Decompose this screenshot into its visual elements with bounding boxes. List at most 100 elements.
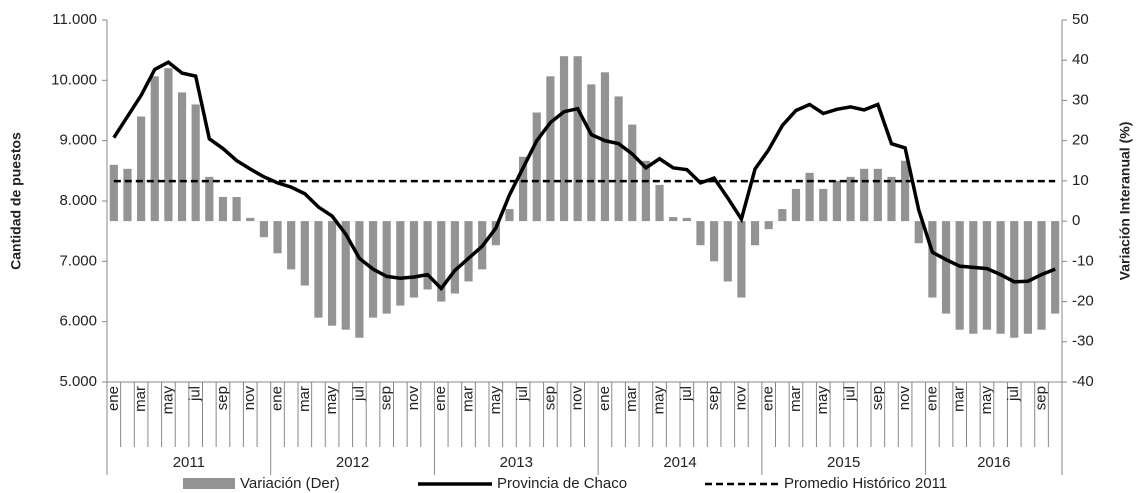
x-tick-label: nov (241, 386, 258, 411)
x-tick-label: sep (378, 386, 395, 410)
bar (300, 221, 309, 286)
y2-tick-label: 50 (1072, 11, 1089, 28)
y2-tick-label: -20 (1072, 293, 1094, 310)
bar (259, 221, 268, 238)
bar (641, 160, 650, 222)
bar (914, 221, 923, 244)
bar (928, 221, 937, 298)
x-tick-label: sep (705, 386, 722, 410)
bar (819, 188, 828, 222)
y-tick-label: 7.000 (59, 252, 97, 269)
bar (532, 112, 541, 222)
bar (450, 221, 459, 294)
bar (109, 164, 118, 222)
bar (723, 221, 732, 282)
bar (519, 156, 528, 222)
bar (846, 176, 855, 222)
x-tick-label: may (651, 386, 668, 415)
x-tick-label: mar (296, 386, 313, 412)
year-label: 2011 (173, 454, 205, 471)
x-tick-label: jul (187, 386, 204, 402)
legend-label: Provincia de Chaco (497, 475, 627, 492)
bar (341, 221, 350, 330)
bar (232, 196, 241, 222)
x-tick-label: jul (678, 386, 695, 402)
y-tick-label: 10.000 (51, 71, 97, 88)
bar (423, 221, 432, 290)
bar (218, 196, 228, 222)
y2-tick-label: -30 (1072, 333, 1094, 350)
y-axis-label: Cantidad de puestos (8, 132, 24, 270)
bar (669, 217, 678, 222)
bar (273, 221, 282, 254)
bar (396, 221, 405, 306)
bar (559, 56, 569, 222)
x-tick-label: ene (105, 386, 122, 411)
y2-tick-label: 20 (1072, 132, 1089, 149)
bar (246, 217, 255, 222)
bar (996, 221, 1005, 334)
y2-tick-label: -40 (1072, 373, 1094, 390)
x-tick-label: sep (541, 386, 558, 410)
bar (791, 188, 801, 222)
x-tick-label: jul (514, 386, 531, 402)
x-tick-label: may (814, 386, 831, 415)
bar (941, 221, 951, 314)
legend-swatch (183, 478, 235, 489)
bar (314, 221, 323, 318)
x-tick-label: mar (132, 386, 149, 412)
x-tick-label: may (159, 386, 176, 415)
y2-axis-label: Variación Interanual (%) (1117, 122, 1133, 281)
x-tick-label: may (487, 386, 504, 415)
year-label: 2014 (663, 454, 696, 471)
year-label: 2012 (336, 454, 369, 471)
x-tick-label: jul (1005, 386, 1022, 402)
x-tick-label: jul (842, 386, 859, 402)
bar (737, 221, 746, 298)
x-tick-label: nov (405, 386, 422, 411)
bar (1010, 221, 1019, 338)
x-tick-label: mar (787, 386, 804, 412)
bar (491, 221, 500, 246)
bar (873, 168, 882, 222)
bar (355, 221, 364, 338)
bar (287, 221, 296, 270)
bar (546, 76, 555, 222)
bar (328, 221, 337, 326)
y-tick-label: 9.000 (59, 132, 97, 149)
bar (778, 209, 787, 222)
bar (123, 168, 132, 222)
x-tick-label: mar (951, 386, 968, 412)
bar (969, 221, 978, 334)
y-tick-label: 11.000 (52, 11, 97, 28)
bar (982, 221, 992, 330)
x-tick-label: mar (623, 386, 640, 412)
x-tick-label: jul (350, 386, 367, 402)
bar (860, 168, 869, 222)
y2-tick-label: -10 (1072, 252, 1094, 269)
bar (710, 221, 719, 262)
x-tick-label: sep (869, 386, 886, 410)
bar (573, 56, 582, 222)
bar (137, 116, 146, 222)
y-tick-label: 8.000 (59, 192, 97, 209)
bar (887, 176, 896, 222)
bar (750, 221, 760, 246)
x-tick-label: ene (432, 386, 449, 411)
bar (205, 176, 214, 222)
bar (832, 180, 841, 222)
y-tick-label: 5.000 (59, 373, 97, 390)
bar (1051, 221, 1060, 314)
y-tick-label: 6.000 (59, 313, 97, 330)
bar (505, 209, 514, 222)
line (112, 60, 1056, 292)
bar (191, 104, 200, 222)
legend-label: Variación (Der) (240, 475, 340, 492)
bar (177, 92, 187, 222)
x-tick-label: nov (732, 386, 749, 411)
bar (901, 160, 910, 222)
x-tick-label: may (978, 386, 995, 415)
x-tick-label: sep (214, 386, 231, 410)
x-tick-label: mar (460, 386, 477, 412)
